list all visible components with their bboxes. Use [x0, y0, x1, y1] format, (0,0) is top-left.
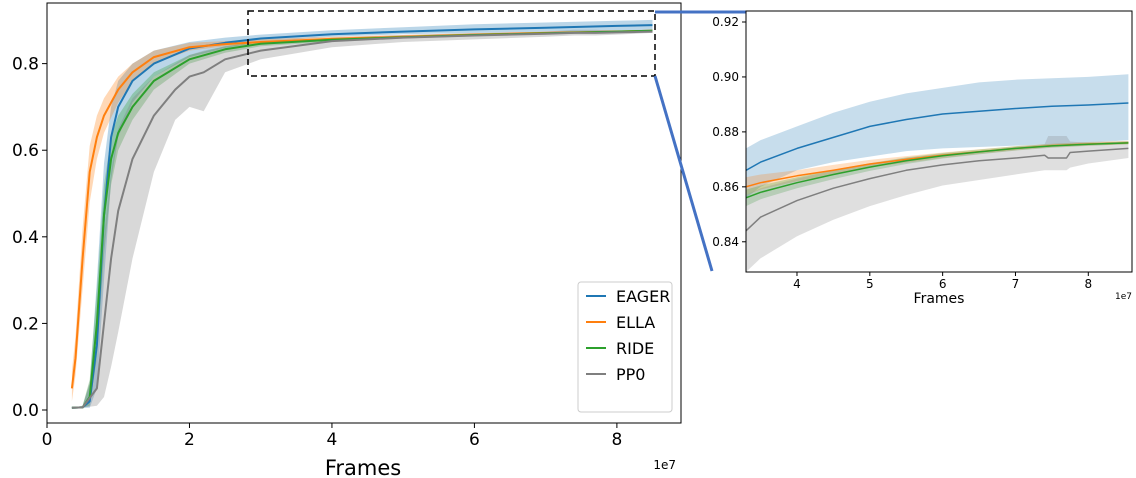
main-x-tick-label: 6	[469, 430, 480, 450]
inset-y-tick-label: 0.92	[712, 15, 739, 29]
main-confidence-bands	[71, 19, 653, 408]
legend-label-ride: RIDE	[616, 339, 654, 358]
main-chart-panel: 0 2 4 6 8 0.0 0.2 0.4 0.6 0.8 Frames 1e7 EAGER EL…	[12, 2, 682, 478]
inset-y-axis-ticks: 0.84 0.86 0.88 0.90 0.92	[712, 15, 746, 249]
inset-x-tick-label: 4	[793, 277, 801, 291]
inset-y-tick-label: 0.86	[712, 180, 739, 194]
main-x-tick-label: 2	[184, 430, 195, 450]
zoom-region-indicator	[247, 10, 656, 77]
legend-label-eager: EAGER	[616, 287, 670, 306]
inset-band-eager	[746, 74, 1129, 198]
main-x-axis-ticks: 0 2 4 6 8	[42, 423, 622, 450]
main-x-axis-scale-label: 1e7	[653, 458, 676, 472]
main-line-pp0	[71, 30, 653, 409]
main-x-tick-label: 8	[611, 430, 622, 450]
inset-band-ride	[746, 141, 1129, 207]
inset-x-tick-label: 5	[866, 277, 874, 291]
main-y-tick-label: 0.6	[12, 141, 39, 161]
inset-x-axis-ticks: 4 5 6 7 8	[793, 272, 1092, 291]
main-band-ella	[71, 29, 653, 402]
main-line-eager	[71, 24, 653, 409]
legend-entries: EAGER ELLA RIDE PP0	[586, 287, 670, 384]
main-x-tick-label: 0	[42, 430, 53, 450]
main-y-axis-ticks: 0.0 0.2 0.4 0.6 0.8	[12, 55, 47, 421]
inset-x-tick-label: 7	[1012, 277, 1020, 291]
legend-label-pp0: PP0	[616, 365, 645, 384]
inset-x-tick-label: 6	[939, 277, 947, 291]
zoom-inset-panel: 4 5 6 7 8 0.84 0.86 0.88 0.90 0.92 Frames 1e7	[712, 10, 1133, 307]
main-series-lines	[70, 24, 653, 409]
main-x-tick-label: 4	[327, 430, 338, 450]
inset-plot-background	[746, 11, 1132, 272]
inset-plot-frame	[745, 10, 1133, 273]
inset-line-ride	[746, 142, 1129, 199]
inset-band-ella	[746, 140, 1129, 196]
main-y-tick-label: 0.2	[12, 314, 39, 334]
inset-series-lines	[746, 102, 1129, 232]
inset-confidence-bands	[746, 74, 1129, 272]
inset-y-tick-label: 0.88	[712, 125, 739, 139]
inset-x-tick-label: 8	[1084, 277, 1092, 291]
main-y-tick-label: 0.0	[12, 401, 39, 421]
zoom-connector-line-bottom	[653, 75, 714, 272]
inset-x-axis-scale-label: 1e7	[1115, 292, 1132, 302]
main-y-tick-label: 0.8	[12, 55, 39, 75]
inset-line-pp0	[746, 147, 1129, 232]
legend-box	[577, 281, 673, 413]
main-legend: EAGER ELLA RIDE PP0	[577, 281, 673, 413]
legend-label-ella: ELLA	[616, 313, 655, 332]
main-x-axis-label: Frames	[325, 456, 401, 478]
main-plot-background	[47, 3, 681, 423]
inset-y-tick-label: 0.84	[712, 235, 739, 249]
inset-y-tick-label: 0.90	[712, 70, 739, 84]
inset-x-axis-label: Frames	[914, 291, 965, 307]
inset-band-pp0	[746, 136, 1129, 272]
inset-line-eager	[746, 102, 1129, 171]
main-plot-frame	[46, 2, 682, 424]
main-y-tick-label: 0.4	[12, 228, 39, 248]
